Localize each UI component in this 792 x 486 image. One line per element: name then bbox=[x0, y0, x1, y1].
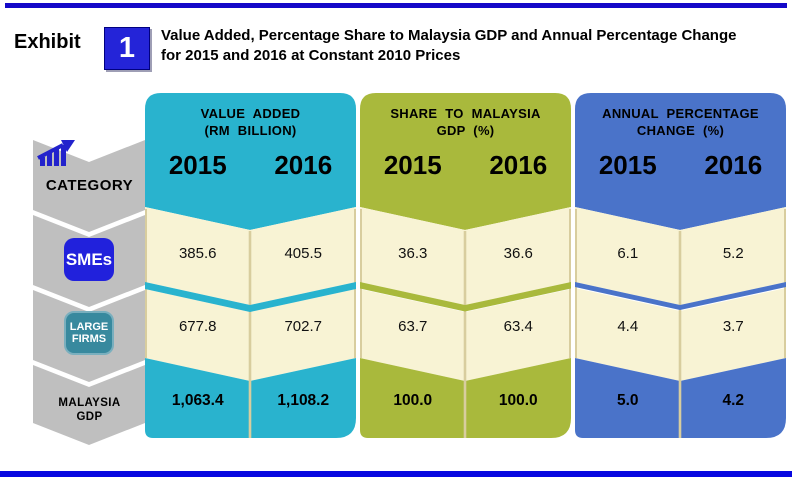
value-cell: 385.6 bbox=[178, 245, 217, 262]
year-header-row: 2015 2016 bbox=[145, 150, 356, 181]
chart-bar bbox=[47, 153, 52, 166]
value-cell: 6.1 bbox=[617, 245, 639, 262]
year-divider-line bbox=[248, 231, 252, 438]
share-to-gdp-column: SHARE TO MALAYSIA GDP (%) 2015 2016 36.3… bbox=[360, 93, 571, 443]
value-cell: 677.8 bbox=[178, 318, 217, 335]
category-column: CATEGORY SMEs LARGE FIRMS MALAYSIA GDP bbox=[33, 140, 146, 446]
large-firms-label-line2: FIRMS bbox=[71, 333, 107, 345]
chart-bar bbox=[54, 149, 59, 166]
share-to-gdp-column-shapes bbox=[360, 93, 571, 438]
row-separator-stripe bbox=[145, 282, 356, 312]
value-cell: 1,108.2 bbox=[277, 392, 330, 409]
column-header-shape bbox=[145, 93, 356, 230]
chart-bar bbox=[40, 157, 45, 166]
value-cell: 5.2 bbox=[722, 245, 744, 262]
category-header-label: CATEGORY bbox=[45, 177, 134, 194]
chart-bar bbox=[61, 145, 66, 166]
year-2015-label: 2015 bbox=[598, 150, 657, 180]
growth-chart-icon bbox=[37, 140, 75, 166]
value-cell: 100.0 bbox=[393, 392, 433, 409]
large-firms-badge: LARGE FIRMS bbox=[64, 311, 114, 355]
year-divider-line bbox=[678, 231, 682, 438]
year-2016-label: 2016 bbox=[274, 150, 333, 180]
bottom-rule bbox=[0, 471, 792, 477]
trend-arrow-head bbox=[61, 140, 75, 152]
value-cell: 4.4 bbox=[617, 318, 639, 335]
smes-value-row: 385.6 405.5 bbox=[145, 245, 356, 262]
chevron-malaysia-gdp bbox=[33, 365, 145, 445]
column-header-line1: VALUE ADDED bbox=[200, 106, 301, 121]
value-cell: 405.5 bbox=[284, 245, 323, 262]
year-2016-label: 2016 bbox=[704, 150, 763, 180]
value-cell: 36.3 bbox=[398, 245, 428, 262]
year-divider-line bbox=[463, 231, 467, 438]
year-header-row: 2015 2016 bbox=[360, 150, 571, 181]
value-added-column: VALUE ADDED (RM BILLION) 2015 2016 385.6… bbox=[145, 93, 356, 443]
malaysia-gdp-value-row: 1,063.4 1,108.2 bbox=[145, 392, 356, 410]
exhibit-number-badge: 1 bbox=[104, 27, 150, 70]
large-firms-label-line1: LARGE bbox=[69, 321, 109, 333]
value-cell: 63.4 bbox=[503, 318, 533, 335]
smes-value-row: 36.3 36.6 bbox=[360, 245, 571, 262]
top-rule bbox=[5, 3, 787, 8]
year-2015-label: 2015 bbox=[383, 150, 442, 180]
smes-value-row: 6.1 5.2 bbox=[575, 245, 786, 262]
column-header-line2: GDP (%) bbox=[436, 123, 495, 138]
year-2016-label: 2016 bbox=[489, 150, 548, 180]
malaysia-gdp-label-line1: MALAYSIA bbox=[58, 397, 121, 409]
trend-arrow-shaft bbox=[37, 143, 64, 160]
annual-change-column-shapes bbox=[575, 93, 786, 438]
page-title-line2: for 2015 and 2016 at Constant 2010 Price… bbox=[161, 47, 461, 64]
row-separator-stripe bbox=[575, 282, 786, 310]
smes-label: SMEs bbox=[65, 249, 113, 269]
column-header-shape bbox=[575, 93, 786, 230]
value-cell: 1,063.4 bbox=[171, 392, 224, 409]
column-header-line2: CHANGE (%) bbox=[636, 123, 725, 138]
exhibit-label: Exhibit bbox=[14, 31, 81, 53]
large-firms-value-row: 4.4 3.7 bbox=[575, 318, 786, 335]
smes-badge: SMEs bbox=[64, 238, 114, 281]
value-cell: 4.2 bbox=[722, 392, 745, 409]
column-header-line1: ANNUAL PERCENTAGE bbox=[602, 106, 759, 121]
column-header-line2: (RM BILLION) bbox=[204, 123, 297, 138]
page-title: Value Added, Percentage Share to Malaysi… bbox=[161, 26, 771, 66]
value-added-column-shapes bbox=[145, 93, 356, 438]
malaysia-gdp-value-row: 100.0 100.0 bbox=[360, 392, 571, 410]
value-cell: 36.6 bbox=[503, 245, 533, 262]
value-cell: 3.7 bbox=[722, 318, 744, 335]
malaysia-gdp-label-line2: GDP bbox=[76, 411, 103, 423]
large-firms-value-row: 677.8 702.7 bbox=[145, 318, 356, 335]
page-title-line1: Value Added, Percentage Share to Malaysi… bbox=[161, 27, 737, 44]
row-separator-stripe bbox=[360, 282, 571, 312]
annual-change-column: ANNUAL PERCENTAGE CHANGE (%) 2015 2016 6… bbox=[575, 93, 786, 443]
column-header-line1: SHARE TO MALAYSIA bbox=[390, 106, 541, 121]
category-chevrons bbox=[33, 140, 145, 445]
value-cell: 63.7 bbox=[398, 318, 428, 335]
column-header-shape bbox=[360, 93, 571, 230]
value-cell: 100.0 bbox=[498, 392, 538, 409]
year-header-row: 2015 2016 bbox=[575, 150, 786, 181]
value-cell: 5.0 bbox=[616, 392, 639, 409]
large-firms-value-row: 63.7 63.4 bbox=[360, 318, 571, 335]
year-2015-label: 2015 bbox=[168, 150, 227, 180]
malaysia-gdp-value-row: 5.0 4.2 bbox=[575, 392, 786, 410]
value-cell: 702.7 bbox=[284, 318, 323, 335]
